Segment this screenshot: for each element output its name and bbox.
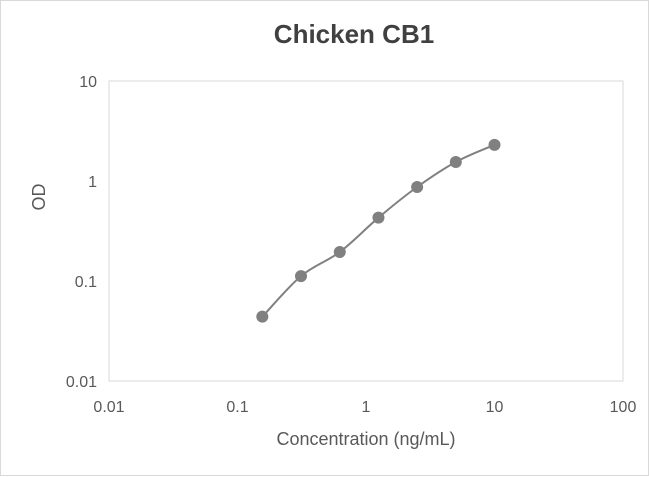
trendline: [261, 143, 495, 318]
y-axis-title: OD: [29, 183, 49, 210]
data-point: [294, 270, 307, 283]
x-tick-label: 1: [362, 399, 371, 416]
plot-area: [108, 80, 624, 382]
chart-title: Chicken CB1: [274, 19, 434, 49]
y-tick-label: 10: [79, 74, 97, 91]
data-point: [256, 310, 269, 323]
y-tick-label: 0.1: [75, 274, 97, 291]
y-axis-ticks: 0.01 0.1 1 10: [66, 74, 97, 391]
x-tick-label: 100: [610, 399, 637, 416]
y-tick-label: 1: [88, 174, 97, 191]
data-point: [333, 245, 346, 258]
data-point: [488, 138, 501, 151]
y-tick-label: 0.01: [66, 374, 97, 391]
x-tick-label: 0.1: [226, 399, 248, 416]
x-tick-label: 10: [486, 399, 504, 416]
x-axis-title: Concentration (ng/mL): [276, 429, 455, 449]
data-point: [411, 181, 424, 194]
data-points: [256, 138, 501, 323]
x-tick-label: 0.01: [93, 399, 124, 416]
x-axis-ticks: 0.01 0.1 1 10 100: [93, 399, 636, 416]
data-point: [372, 211, 385, 224]
data-point: [449, 155, 462, 168]
